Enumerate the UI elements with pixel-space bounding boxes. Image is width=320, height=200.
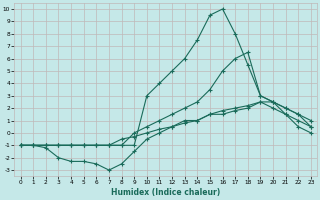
X-axis label: Humidex (Indice chaleur): Humidex (Indice chaleur)	[111, 188, 220, 197]
